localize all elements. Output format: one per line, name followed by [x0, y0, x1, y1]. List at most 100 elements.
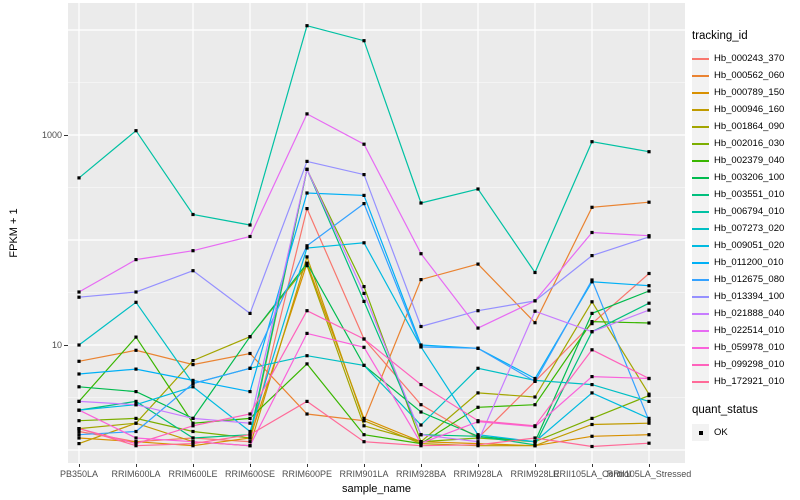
legend-quant-items: OK: [692, 424, 798, 441]
data-point: [77, 433, 81, 437]
legend-key-swatch: [692, 101, 709, 118]
data-point: [134, 335, 138, 339]
data-point: [248, 335, 252, 339]
x-tick-label: RRIM600LE: [168, 469, 218, 479]
data-point: [590, 416, 594, 420]
legend-key-swatch: [692, 339, 709, 356]
data-point: [77, 427, 81, 431]
data-point: [191, 249, 195, 253]
legend-item-label: Hb_000243_370: [714, 53, 785, 64]
legend-line-icon: [692, 176, 709, 179]
legend-item-Hb_006794_010: Hb_006794_010: [692, 203, 798, 220]
legend-item-Hb_002379_040: Hb_002379_040: [692, 152, 798, 169]
x-tick-mark: [648, 463, 650, 467]
data-point: [362, 433, 366, 437]
data-point: [647, 433, 651, 437]
data-point: [134, 129, 138, 133]
y-tick-label: 10: [51, 339, 62, 350]
data-point: [305, 362, 309, 366]
data-point: [419, 444, 423, 448]
legend-items: Hb_000243_370 Hb_000562_060 Hb_000789_150 H…: [692, 50, 798, 390]
data-point: [533, 395, 537, 399]
x-tick-mark: [420, 463, 422, 467]
legend-key-swatch: [692, 169, 709, 186]
data-point: [248, 444, 252, 448]
data-point: [590, 348, 594, 352]
legend-key-swatch: [692, 220, 709, 237]
data-point: [419, 441, 423, 445]
data-point: [191, 378, 195, 382]
data-point: [248, 311, 252, 315]
data-point: [305, 255, 309, 259]
plot-panel: [68, 3, 685, 463]
data-point: [362, 291, 366, 295]
data-point: [191, 429, 195, 434]
data-point: [419, 410, 423, 414]
y-tick-mark: [64, 344, 68, 346]
x-tick-mark: [249, 463, 251, 467]
data-point: [134, 290, 138, 294]
data-point: [362, 285, 366, 289]
data-point: [305, 207, 309, 211]
legend-line-icon: [692, 380, 709, 383]
legend-item-label: OK: [714, 427, 728, 438]
data-point: [191, 442, 195, 446]
data-point: [590, 434, 594, 438]
data-point: [590, 140, 594, 144]
x-tick-mark: [306, 463, 308, 467]
data-point: [419, 403, 423, 407]
data-point: [77, 359, 81, 363]
data-point: [362, 419, 366, 423]
legend-line-icon: [692, 108, 709, 111]
data-point: [77, 385, 81, 389]
data-point: [248, 223, 252, 227]
legend-item-Hb_022514_010: Hb_022514_010: [692, 322, 798, 339]
data-point: [647, 419, 651, 423]
data-point: [590, 375, 594, 379]
data-point: [647, 421, 651, 425]
legend-key-swatch: [692, 67, 709, 84]
data-point: [362, 440, 366, 444]
legend-item-label: Hb_006794_010: [714, 206, 785, 217]
legend-item-label: Hb_172921_010: [714, 376, 785, 387]
data-point: [77, 343, 81, 347]
x-tick-mark: [78, 463, 80, 467]
legend-key-swatch: [692, 118, 709, 135]
data-point: [191, 381, 195, 386]
legend-key-swatch: [692, 424, 709, 441]
data-point: [305, 246, 309, 250]
y-tick-mark: [64, 134, 68, 136]
data-point: [590, 205, 594, 209]
data-point: [647, 284, 651, 288]
data-point: [590, 444, 594, 449]
legend-item-Hb_001864_090: Hb_001864_090: [692, 118, 798, 135]
data-point: [476, 440, 480, 444]
legend-item-Hb_059978_010: Hb_059978_010: [692, 339, 798, 356]
legend-key-swatch: [692, 152, 709, 169]
data-point: [362, 424, 366, 428]
data-point: [647, 376, 651, 381]
data-point: [134, 416, 138, 420]
data-point: [134, 367, 138, 371]
data-point: [248, 429, 252, 434]
data-point: [362, 299, 366, 303]
data-point: [590, 278, 594, 282]
data-point: [533, 270, 537, 275]
data-point: [533, 376, 537, 381]
data-point: [590, 330, 594, 334]
data-point: [590, 422, 594, 427]
data-point: [191, 385, 195, 389]
data-point: [248, 421, 252, 425]
legend-line-icon: [692, 244, 709, 247]
data-point: [419, 201, 423, 205]
legend-item-label: Hb_099298_010: [714, 359, 785, 370]
data-point: [533, 321, 537, 325]
x-tick-mark: [192, 463, 194, 467]
legend-line-icon: [692, 210, 709, 213]
data-point: [590, 322, 594, 326]
legend-line-icon: [692, 278, 709, 281]
data-point: [305, 191, 309, 195]
legend-item-label: Hb_003551_010: [714, 189, 785, 200]
data-point: [134, 258, 138, 262]
